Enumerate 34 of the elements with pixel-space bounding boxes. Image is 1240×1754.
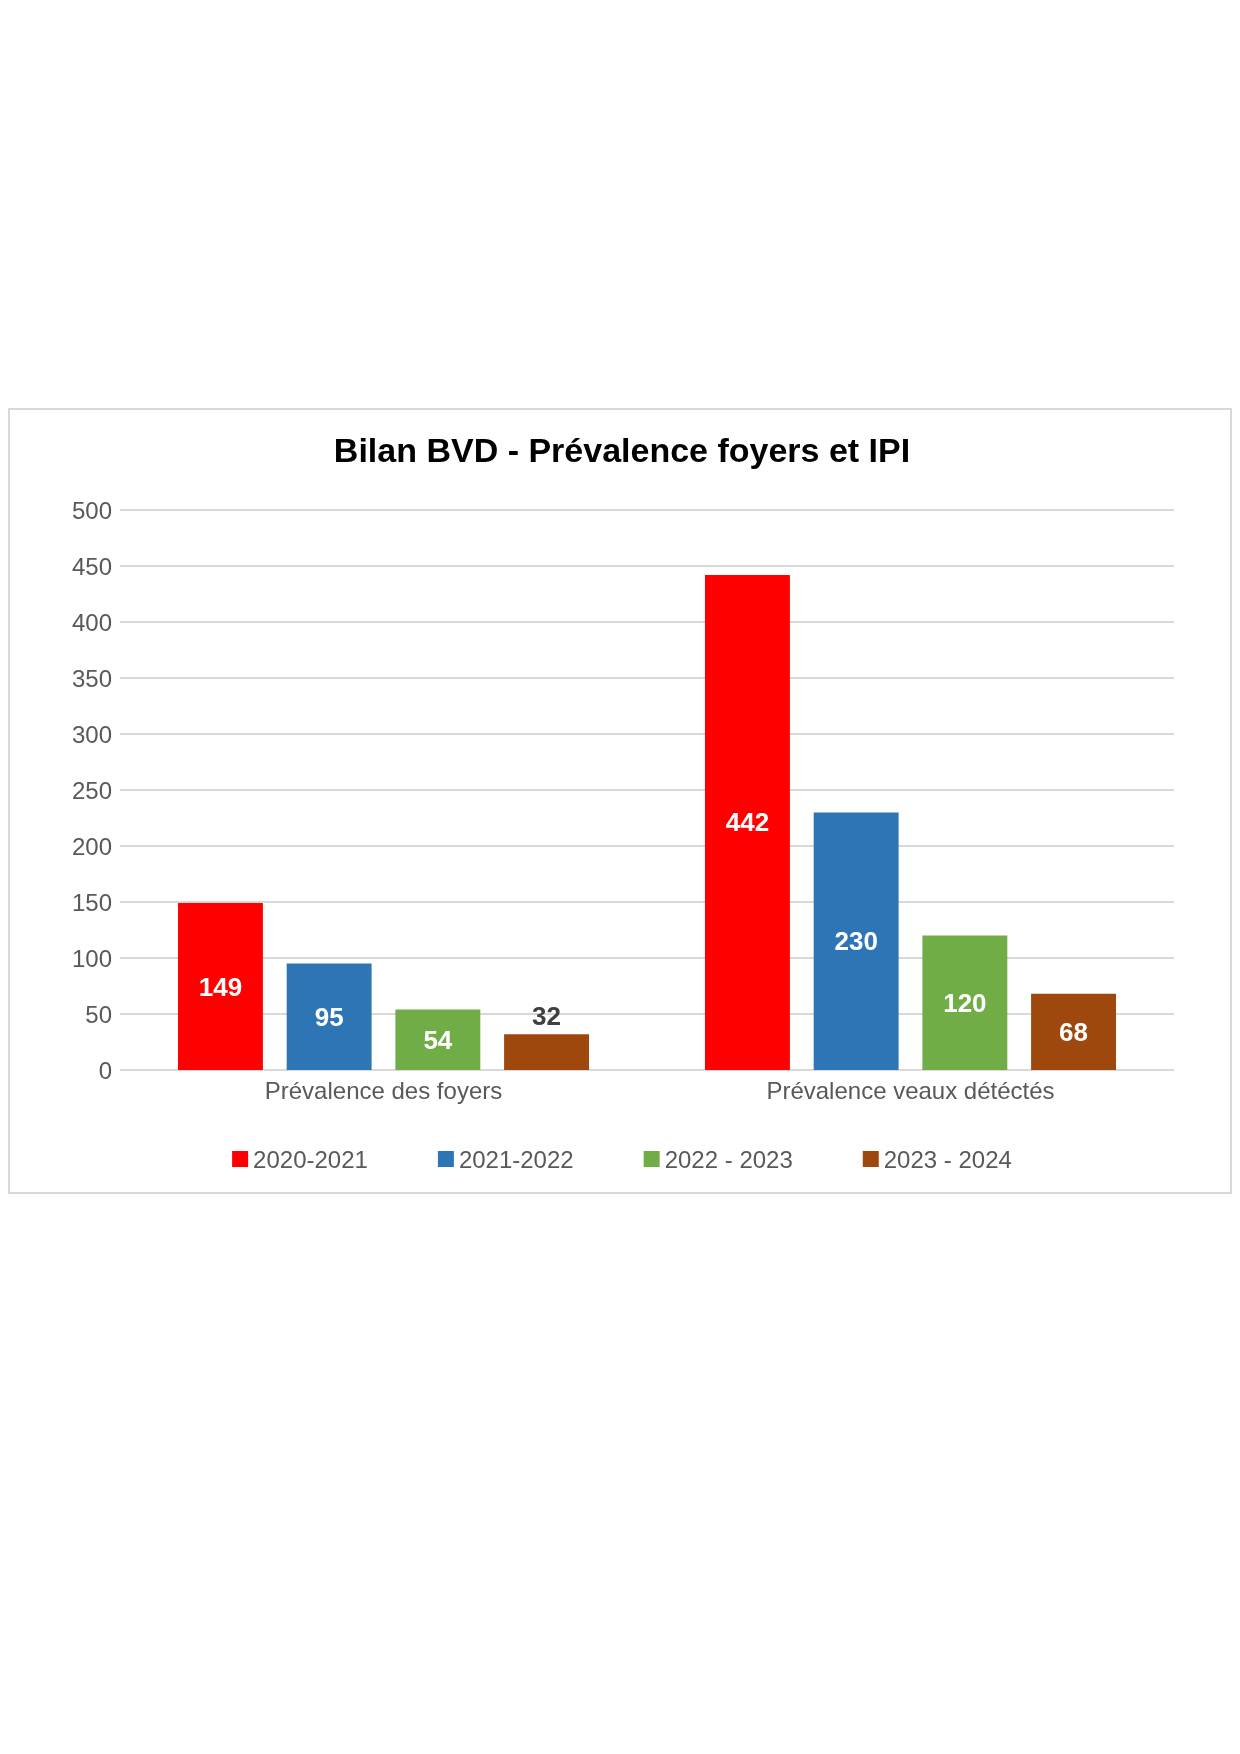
bar [504, 1034, 590, 1070]
y-tick-label: 250 [71, 776, 112, 804]
y-tick-label: 50 [85, 1000, 112, 1028]
y-tick-label: 500 [71, 496, 112, 524]
legend-label: 2021-2022 [458, 1145, 574, 1173]
y-tick-label: 0 [98, 1056, 112, 1084]
bar [813, 812, 899, 1070]
bar [704, 574, 790, 1070]
bar [286, 963, 372, 1070]
bar [1031, 993, 1117, 1070]
legend-label: 2022 - 2023 [664, 1145, 793, 1173]
data-label: 54 [423, 1024, 453, 1055]
data-label: 230 [834, 926, 878, 957]
bar [922, 935, 1008, 1070]
bar [395, 1009, 481, 1070]
y-tick-label: 350 [71, 664, 112, 692]
y-tick-label: 200 [71, 832, 112, 860]
data-label: 149 [198, 971, 243, 1002]
y-tick-label: 400 [71, 608, 112, 636]
x-tick-label: Prévalence veaux détéctés [766, 1076, 1055, 1104]
y-tick-label: 450 [71, 552, 112, 580]
x-tick-label: Prévalence des foyers [264, 1076, 503, 1104]
y-tick-label: 100 [71, 944, 112, 972]
data-label: 120 [943, 987, 987, 1018]
bar [177, 903, 263, 1070]
chart-title: Bilan BVD - Prévalence foyers et IPI [333, 431, 911, 469]
y-tick-label: 150 [71, 888, 112, 916]
data-label: 442 [725, 807, 770, 838]
legend-label: 2020-2021 [253, 1145, 368, 1173]
legend-label: 2023 - 2024 [883, 1145, 1012, 1173]
y-tick-label: 300 [71, 720, 112, 748]
data-label: 32 [532, 1001, 562, 1032]
data-label: 95 [314, 1001, 344, 1032]
data-label: 68 [1059, 1016, 1089, 1047]
